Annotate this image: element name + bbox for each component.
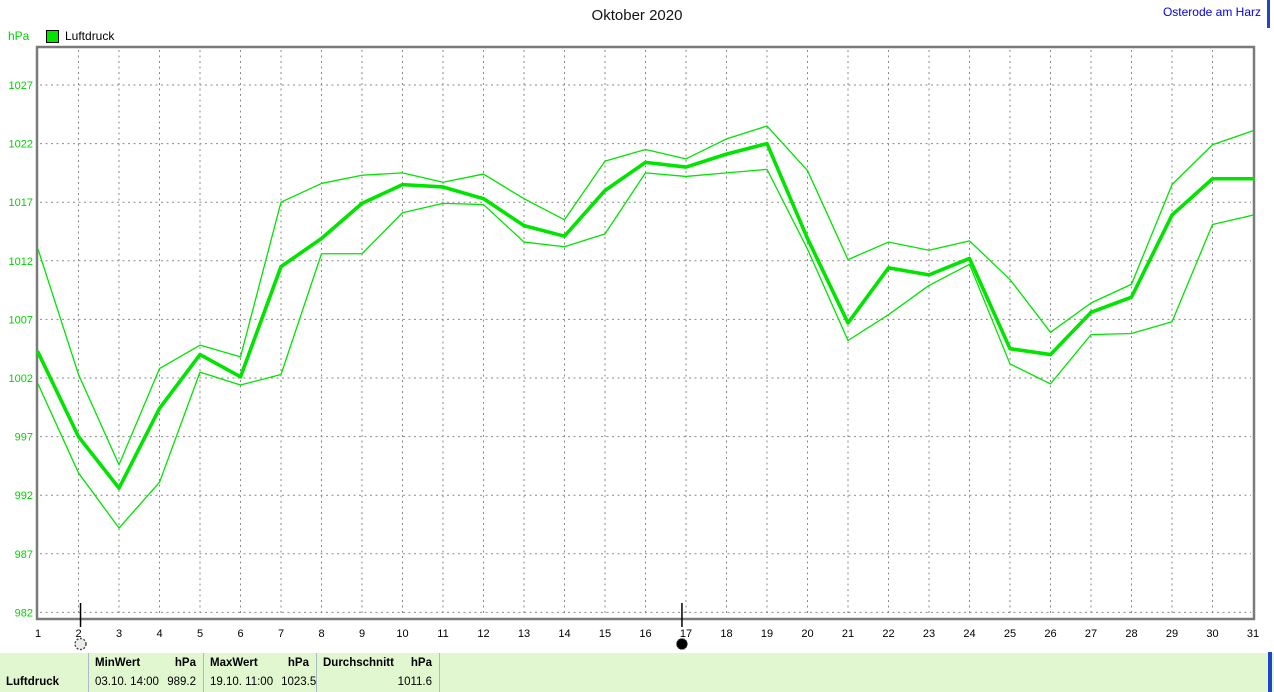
y-tick-label: 987	[15, 549, 33, 561]
moon-phase-open-icon	[74, 637, 87, 651]
min-datetime: 03.10. 14:00	[95, 676, 159, 688]
x-tick-label: 28	[1125, 628, 1137, 640]
x-tick-label: 30	[1206, 628, 1218, 640]
series-line-thin	[37, 168, 1254, 529]
stats-avg-cell: Durchschnitt hPa 1011.6	[317, 653, 439, 692]
stats-divider	[316, 653, 317, 692]
window-edge-bar-top	[1267, 0, 1270, 28]
x-tick-label: 22	[882, 628, 894, 640]
x-tick-label: 19	[761, 628, 773, 640]
stats-divider	[439, 653, 440, 692]
x-tick-label: 16	[639, 628, 651, 640]
y-tick-label: 992	[15, 490, 33, 502]
y-axis-unit-label: hPa	[8, 29, 30, 43]
stats-bar: Luftdruck MinWert hPa 03.10. 14:00 989.2…	[0, 653, 1274, 692]
x-tick-label: 27	[1085, 628, 1097, 640]
plot-border	[35, 45, 1256, 621]
x-tick-label: 23	[923, 628, 935, 640]
x-tick-label: 12	[477, 628, 489, 640]
avg-unit: hPa	[410, 657, 432, 669]
y-tick-label: 1002	[9, 373, 33, 385]
x-tick-label: 13	[518, 628, 530, 640]
x-tick-label: 9	[359, 628, 365, 640]
x-tick-label: 18	[720, 628, 732, 640]
stats-row-label-cell: Luftdruck	[0, 653, 88, 692]
x-tick-label: 26	[1044, 628, 1056, 640]
x-tick-label: 1	[35, 628, 41, 640]
x-tick-label: 6	[237, 628, 243, 640]
max-value: 1023.5	[281, 676, 317, 688]
y-tick-label: 1007	[9, 314, 33, 326]
x-tick-label: 14	[558, 628, 570, 640]
y-tick-label: 1022	[9, 139, 33, 151]
x-tick-label: 17	[680, 628, 692, 640]
moon-phase-filled-icon	[675, 638, 688, 650]
x-tick-label: 21	[842, 628, 854, 640]
min-unit: hPa	[174, 657, 196, 669]
x-tick-label: 20	[801, 628, 813, 640]
x-tick-label: 5	[197, 628, 203, 640]
max-datetime: 19.10. 11:00	[210, 676, 274, 688]
x-tick-label: 7	[278, 628, 284, 640]
max-header: MaxWert	[210, 657, 258, 669]
x-tick-label: 8	[318, 628, 324, 640]
x-tick-label: 31	[1247, 628, 1259, 640]
x-tick-label: 3	[116, 628, 122, 640]
y-tick-label: 1012	[9, 256, 33, 268]
stats-max-cell: MaxWert hPa 19.10. 11:00 1023.5	[204, 653, 316, 692]
min-value: 989.2	[167, 676, 196, 688]
min-header: MinWert	[95, 657, 141, 669]
x-tick-label: 25	[1004, 628, 1016, 640]
x-tick-label: 29	[1166, 628, 1178, 640]
stats-divider	[88, 653, 89, 692]
x-tick-label: 15	[599, 628, 611, 640]
legend-label: Luftdruck	[65, 29, 115, 43]
legend-swatch-icon	[46, 29, 59, 43]
stats-row-label: Luftdruck	[6, 676, 60, 688]
y-tick-label: 1027	[9, 80, 33, 92]
stats-divider	[203, 653, 204, 692]
y-tick-label: 997	[15, 432, 33, 444]
legend: Luftdruck	[46, 29, 114, 43]
y-tick-label: 1017	[9, 197, 33, 209]
page-title: Oktober 2020	[591, 7, 683, 24]
x-tick-label: 4	[156, 628, 162, 640]
max-unit: hPa	[287, 657, 309, 669]
stats-min-cell: MinWert hPa 03.10. 14:00 989.2	[89, 653, 203, 692]
stats-empty-cell	[440, 653, 1274, 692]
x-tick-label: 2	[75, 628, 81, 640]
window-edge-bar-bottom	[1268, 652, 1272, 692]
x-tick-label: 10	[396, 628, 408, 640]
avg-value: 1011.6	[397, 676, 432, 688]
x-tick-label: 24	[963, 628, 975, 640]
station-name: Osterode am Harz	[1162, 5, 1261, 19]
avg-header: Durchschnitt	[323, 657, 394, 669]
series-line-thin	[37, 125, 1254, 466]
x-tick-label: 11	[437, 628, 448, 640]
y-tick-label: 982	[15, 607, 33, 619]
series-line-thick	[36, 141, 1255, 490]
